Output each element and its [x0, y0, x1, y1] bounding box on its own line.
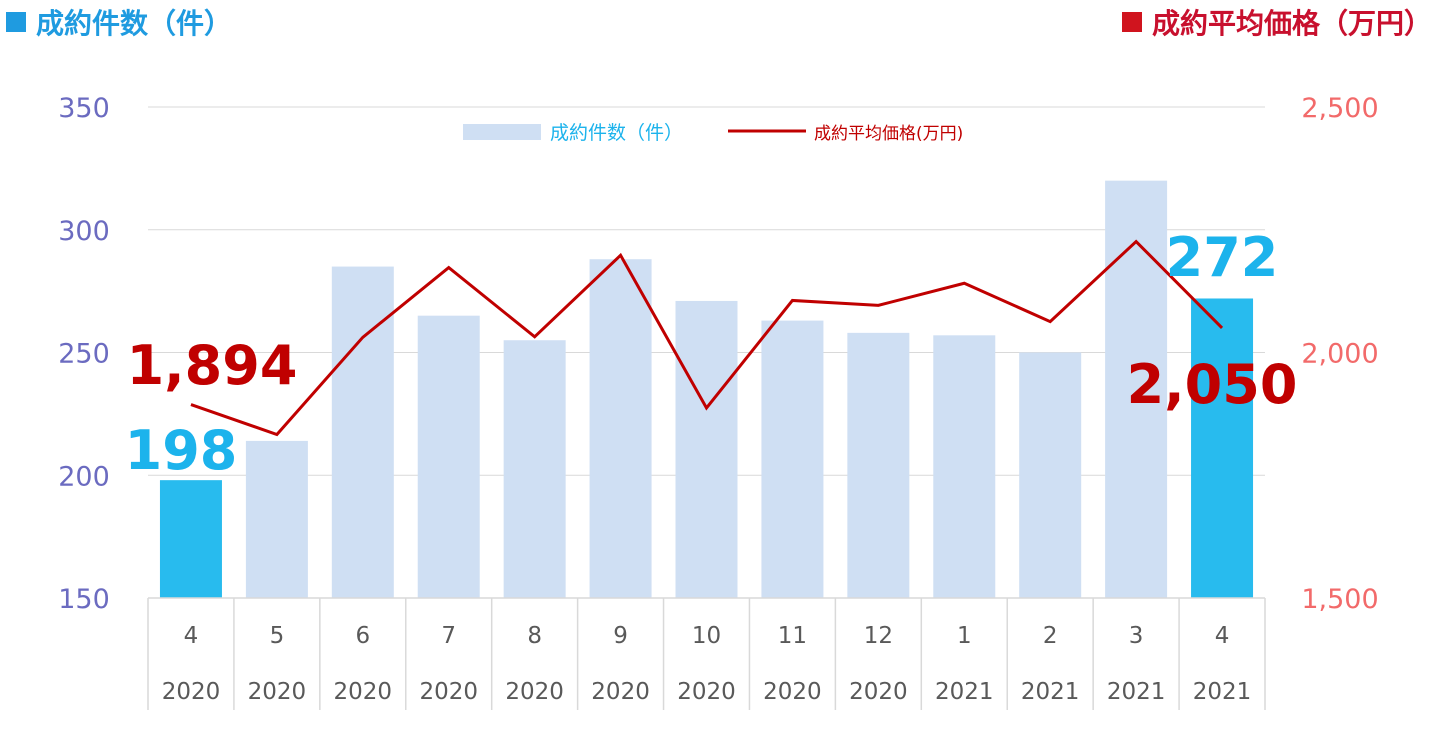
- bar: [933, 335, 996, 598]
- callout-label: 198: [125, 419, 238, 482]
- callout-label: 2,050: [1127, 353, 1298, 416]
- right-axis-title-text: 成約平均価格（万円）: [1151, 7, 1432, 40]
- x-tick-year: 2021: [1021, 679, 1080, 705]
- x-tick-year: 2020: [677, 679, 736, 705]
- bar: [159, 480, 222, 598]
- bar: [1105, 180, 1168, 598]
- x-tick-year: 2020: [162, 679, 221, 705]
- x-tick-year: 2020: [248, 679, 307, 705]
- bar: [245, 440, 308, 598]
- x-tick-month: 1: [957, 623, 972, 649]
- left-axis-tick-label: 250: [58, 339, 110, 370]
- x-tick-month: 8: [527, 623, 542, 649]
- bar: [331, 266, 394, 598]
- x-tick-month: 12: [864, 623, 893, 649]
- x-tick-month: 4: [184, 623, 199, 649]
- x-tick-month: 11: [778, 623, 807, 649]
- x-tick-year: 2020: [419, 679, 478, 705]
- legend-label-line: 成約平均価格(万円): [814, 124, 963, 144]
- red-square-icon: [1121, 12, 1142, 32]
- left-axis-tick-label: 350: [58, 93, 110, 124]
- bar: [847, 332, 910, 598]
- left-axis-title: 成約件数（件）: [6, 2, 232, 42]
- bar: [503, 340, 566, 598]
- x-tick-month: 10: [692, 623, 721, 649]
- left-axis-tick-label: 150: [58, 584, 110, 615]
- x-tick-month: 9: [613, 623, 628, 649]
- left-axis-tick-label: 300: [58, 216, 110, 247]
- left-axis-tick-label: 200: [58, 461, 110, 492]
- bar: [761, 320, 824, 598]
- bar: [417, 315, 480, 598]
- right-axis-title: 成約平均価格（万円）: [1121, 2, 1432, 42]
- x-tick-year: 2020: [591, 679, 650, 705]
- price-line: [190, 239, 1224, 437]
- x-tick-year: 2020: [849, 679, 908, 705]
- bar: [1191, 298, 1254, 598]
- blue-square-icon: [6, 12, 26, 32]
- x-tick-month: 6: [355, 623, 370, 649]
- x-tick-year: 2020: [763, 679, 822, 705]
- x-tick-month: 7: [441, 623, 456, 649]
- x-tick-month: 2: [1043, 623, 1058, 649]
- legend-label-bar: 成約件数（件）: [550, 122, 683, 144]
- bar: [675, 300, 738, 598]
- x-tick-year: 2020: [505, 679, 564, 705]
- right-axis-tick-label: 2,000: [1301, 339, 1378, 370]
- x-tick-year: 2020: [334, 679, 393, 705]
- right-axis-tick-label: 2,500: [1301, 93, 1378, 124]
- callout-label: 1,894: [127, 334, 298, 397]
- x-tick-year: 2021: [935, 679, 994, 705]
- x-tick-month: 5: [270, 623, 285, 649]
- callout-label: 272: [1166, 226, 1279, 289]
- x-tick-month: 3: [1129, 623, 1144, 649]
- bar: [589, 259, 652, 598]
- x-tick-year: 2021: [1193, 679, 1252, 705]
- right-axis-tick-label: 1,500: [1301, 584, 1378, 615]
- x-tick-year: 2021: [1107, 679, 1166, 705]
- x-tick-month: 4: [1215, 623, 1230, 649]
- bar: [1019, 352, 1082, 598]
- left-axis-title-text: 成約件数（件）: [36, 7, 233, 40]
- legend-swatch-bar: [463, 124, 541, 140]
